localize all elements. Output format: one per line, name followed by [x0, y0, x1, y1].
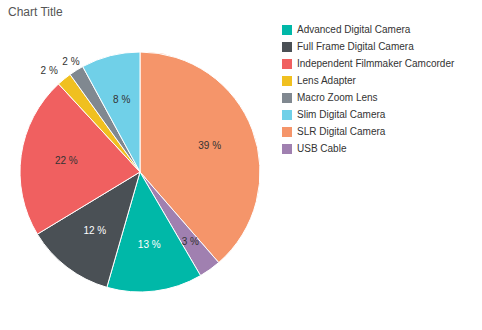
legend-item: Slim Digital Camera — [282, 109, 386, 120]
data-label: 12 % — [83, 225, 106, 236]
legend-label: Independent Filmmaker Camcorder — [297, 58, 455, 69]
legend-swatch — [282, 110, 292, 120]
legend-item: SLR Digital Camera — [282, 126, 386, 137]
legend-label: Macro Zoom Lens — [297, 92, 378, 103]
legend: Advanced Digital Camera Full Frame Digita… — [282, 24, 455, 154]
pie — [20, 52, 260, 292]
legend-item: Advanced Digital Camera — [282, 24, 411, 35]
data-label: 3 % — [182, 236, 199, 247]
legend-label: Lens Adapter — [297, 75, 357, 86]
legend-label: USB Cable — [297, 143, 347, 154]
legend-swatch — [282, 76, 292, 86]
data-label: 8 % — [113, 94, 130, 105]
legend-label: SLR Digital Camera — [297, 126, 386, 137]
data-label: 2 % — [62, 55, 79, 66]
legend-label: Slim Digital Camera — [297, 109, 386, 120]
pie-slice — [83, 52, 140, 172]
legend-swatch — [282, 59, 292, 69]
legend-item: Independent Filmmaker Camcorder — [282, 58, 455, 69]
legend-label: Advanced Digital Camera — [297, 24, 411, 35]
legend-swatch — [282, 127, 292, 137]
legend-item: Lens Adapter — [282, 75, 357, 86]
legend-swatch — [282, 93, 292, 103]
legend-item: USB Cable — [282, 143, 347, 154]
legend-swatch — [282, 144, 292, 154]
legend-swatch — [282, 42, 292, 52]
data-label: 2 % — [41, 65, 58, 76]
data-label: 13 % — [138, 239, 161, 250]
legend-label: Full Frame Digital Camera — [297, 41, 414, 52]
data-label: 22 % — [55, 155, 78, 166]
legend-swatch — [282, 25, 292, 35]
legend-item: Full Frame Digital Camera — [282, 41, 414, 52]
chart: Chart Title 39 % 3 % 13 % 12 % 22 % 2 % 2 % 8 % A… — [0, 0, 482, 330]
data-labels: 39 % 3 % 13 % 12 % 22 % 2 % 2 % 8 % — [41, 55, 222, 250]
legend-item: Macro Zoom Lens — [282, 92, 378, 103]
data-label: 39 % — [198, 140, 221, 151]
chart-title: Chart Title — [8, 5, 63, 19]
